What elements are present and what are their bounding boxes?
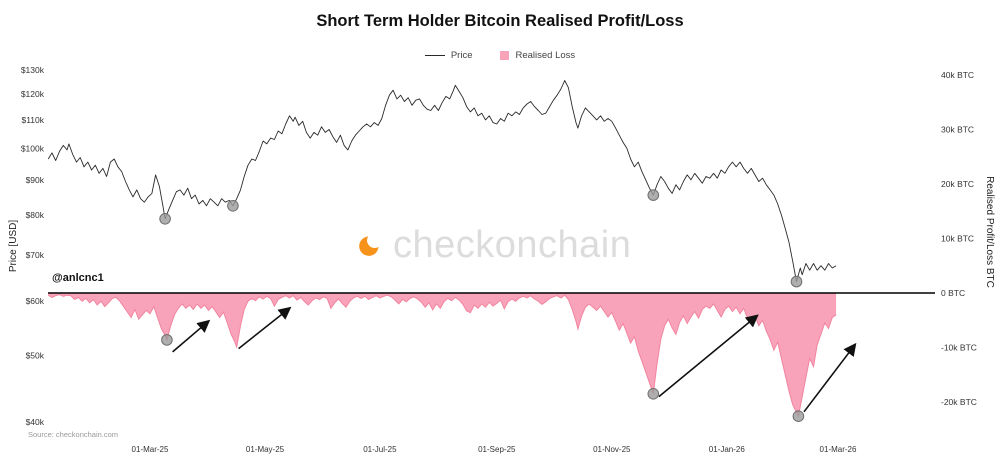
event-marker-dot <box>647 388 660 400</box>
left-axis-tick-label: $100k <box>21 143 45 153</box>
recovery-arrow <box>172 319 211 353</box>
legend-line-swatch <box>424 55 445 56</box>
event-marker-dot <box>792 410 805 423</box>
left-axis-tick-label: $60k <box>26 296 45 306</box>
watermark: checkonchain <box>356 224 631 267</box>
right-axis-tick-label: -20k BTC <box>941 397 977 407</box>
chart-legend: Price Realised Loss <box>0 50 1000 61</box>
right-axis-tick-label: 20k BTC <box>941 179 974 189</box>
x-axis-tick-label: 01-May-25 <box>246 445 285 454</box>
left-axis-tick-label: $130k <box>21 65 45 75</box>
left-axis-tick-label: $80k <box>26 210 45 220</box>
realised-loss-edge <box>47 294 837 418</box>
source-note: Source: checkonchain.com <box>28 430 119 439</box>
price-line <box>47 80 837 283</box>
legend-item-realised-loss[interactable]: Realised Loss <box>500 50 575 61</box>
event-marker-dot <box>790 275 803 288</box>
event-marker-dot <box>159 213 171 225</box>
right-axis-tick-label: 10k BTC <box>941 234 974 244</box>
right-axis-tick-label: -10k BTC <box>941 343 977 353</box>
x-axis-tick-label: 01-Jul-25 <box>363 445 397 454</box>
left-axis-tick-label: $110k <box>21 115 44 125</box>
recovery-arrow <box>803 342 857 413</box>
event-marker-dot <box>647 189 660 201</box>
author-handle: @anlcnc1 <box>52 272 104 284</box>
right-axis-title: Realised Profit/Loss BTC <box>984 176 995 288</box>
watermark-text: checkonchain <box>393 224 632 266</box>
left-axis-tick-label: $120k <box>21 89 45 99</box>
checkonchain-flame-icon <box>359 236 379 256</box>
legend-label: Realised Loss <box>515 50 576 61</box>
x-axis-tick-label: 01-Sep-25 <box>478 445 516 454</box>
legend-item-price[interactable]: Price <box>424 50 473 61</box>
left-axis-tick-label: $50k <box>26 350 45 360</box>
left-axis-tick-label: $90k <box>26 175 45 185</box>
left-axis-tick-label: $40k <box>26 417 45 427</box>
left-axis-title: Price [USD] <box>8 220 19 272</box>
chart-title: Short Term Holder Bitcoin Realised Profi… <box>316 12 684 30</box>
realised-loss-area <box>48 293 837 417</box>
x-axis-tick-label: 01-Mar-26 <box>820 445 857 454</box>
right-axis-tick-label: 0 BTC <box>941 288 965 298</box>
event-marker-dot <box>227 200 239 212</box>
right-axis-tick-label: 40k BTC <box>941 70 974 80</box>
x-axis-tick-label: 01-Jan-26 <box>709 445 746 454</box>
recovery-arrow <box>658 314 759 398</box>
event-marker-dot <box>161 334 173 346</box>
left-axis-tick-label: $70k <box>26 250 45 260</box>
legend-label: Price <box>450 50 473 61</box>
legend-area-swatch <box>500 51 510 60</box>
x-axis-tick-label: 01-Mar-25 <box>132 445 169 454</box>
recovery-arrow <box>238 306 292 350</box>
x-axis-tick-label: 01-Nov-25 <box>593 445 631 454</box>
right-axis-tick-label: 30k BTC <box>941 125 974 135</box>
